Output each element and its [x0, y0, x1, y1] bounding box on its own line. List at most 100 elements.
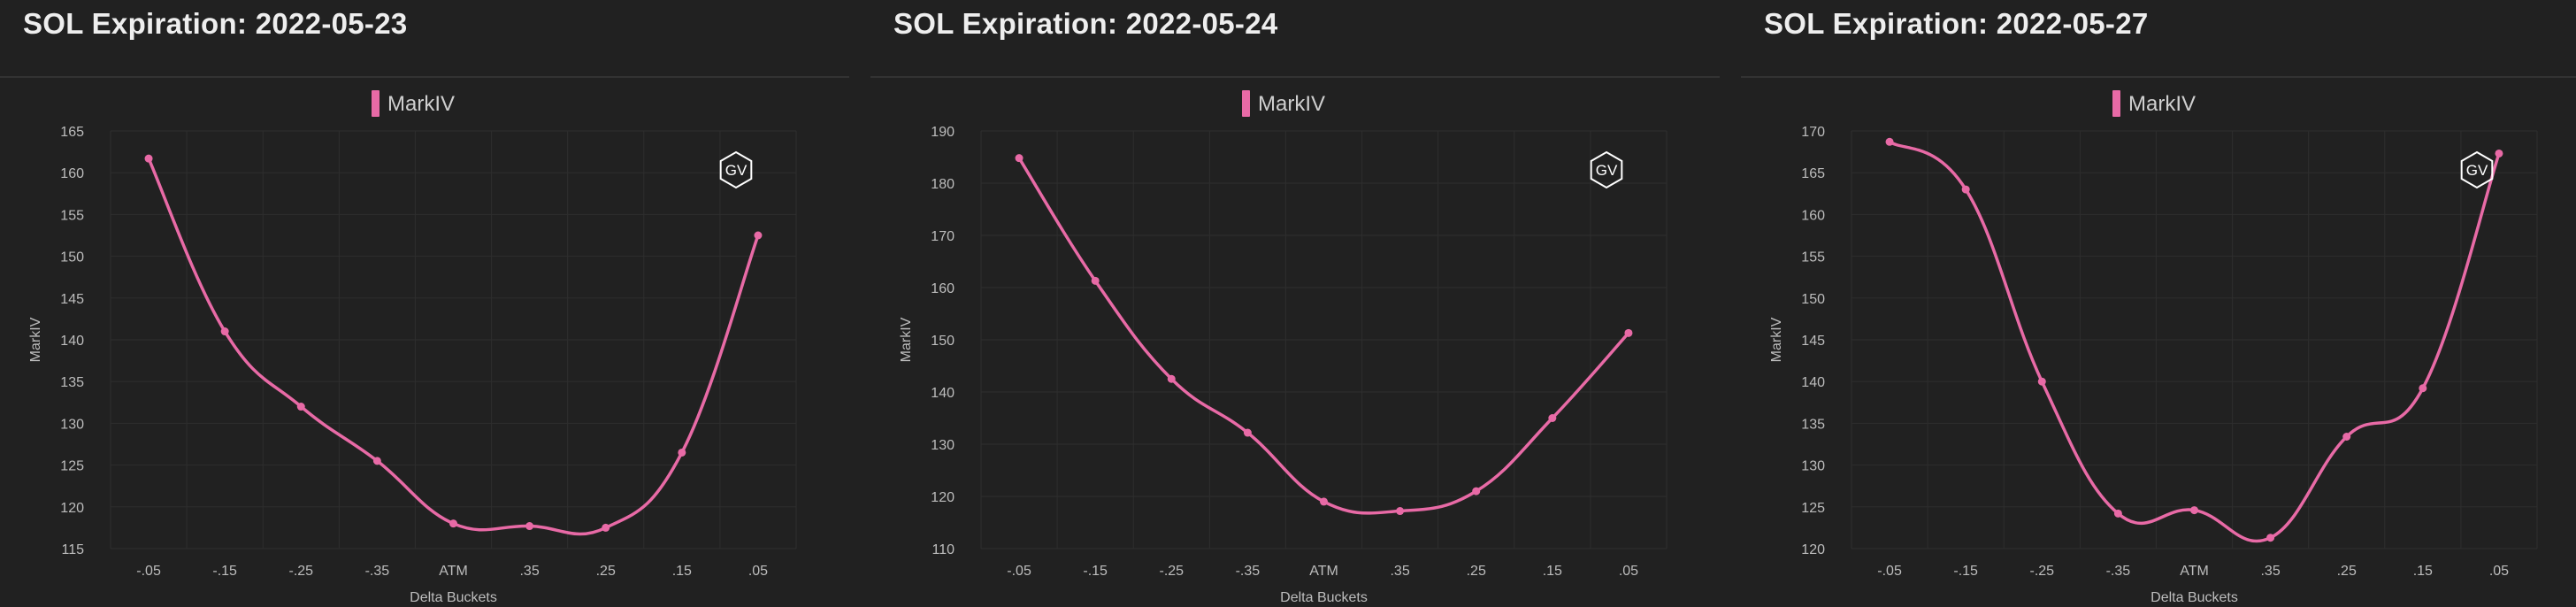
legend-label: MarkIV: [2128, 92, 2196, 116]
x-tick-label: .35: [2260, 564, 2280, 579]
y-tick-label: 140: [60, 334, 84, 349]
chart-panel: SOL Expiration: 2022-05-23 115 120 125 130 1…: [0, 0, 849, 607]
x-tick-label: -.25: [2029, 564, 2054, 579]
title-divider: [0, 76, 849, 78]
data-point: [2266, 534, 2275, 542]
y-axis-title: MarkIV: [899, 317, 914, 362]
gv-hexagon-outline: [719, 150, 753, 189]
data-point: [2342, 433, 2351, 442]
grid: [980, 130, 1668, 549]
x-tick-label: -.15: [1953, 564, 1978, 579]
legend-label: MarkIV: [1258, 92, 1325, 116]
y-tick-label: 165: [60, 125, 84, 140]
y-tick-label: 165: [1801, 166, 1825, 181]
x-tick-label: -.25: [288, 564, 313, 579]
y-tick-label: 120: [60, 501, 84, 516]
x-tick-label: .15: [672, 564, 692, 579]
data-point: [144, 154, 153, 163]
series-line-markiv: [1017, 156, 1630, 515]
data-point: [1885, 137, 1894, 146]
legend-swatch: [2112, 90, 2120, 117]
y-axis-title: MarkIV: [1769, 317, 1784, 362]
x-axis-title: Delta Buckets: [410, 590, 497, 605]
x-axis-title: Delta Buckets: [1280, 590, 1368, 605]
y-tick-label: 130: [1801, 459, 1825, 474]
x-tick-label: .25: [1467, 564, 1486, 579]
chart-panel: SOL Expiration: 2022-05-27 120 125 130 135 1…: [1741, 0, 2576, 607]
data-point: [1472, 487, 1481, 496]
legend-swatch: [372, 90, 380, 117]
data-point: [1091, 276, 1100, 285]
panel-title: SOL Expiration: 2022-05-27: [1764, 7, 2149, 40]
data-point: [2495, 149, 2503, 158]
markiv-chart[interactable]: 120 125 130 135 140 145 150 155 160 165 170 -.05 -.1…: [1741, 80, 2576, 607]
gv-hexagon-icon: GV: [1590, 150, 1623, 189]
panel-title: SOL Expiration: 2022-05-23: [23, 7, 408, 40]
x-tick-label: .25: [596, 564, 616, 579]
y-tick-label: 160: [60, 166, 84, 181]
y-tick-label: 140: [931, 386, 954, 401]
x-tick-label: ATM: [439, 564, 468, 579]
data-point: [525, 522, 534, 531]
y-tick-label: 120: [1801, 542, 1825, 557]
legend-swatch: [1242, 90, 1250, 117]
x-tick-label: -.05: [136, 564, 161, 579]
title-divider: [870, 76, 1720, 78]
x-tick-label: -.35: [365, 564, 390, 579]
x-tick-label: .05: [748, 564, 768, 579]
data-point: [1243, 428, 1252, 437]
data-point: [449, 519, 457, 528]
panel-title: SOL Expiration: 2022-05-24: [893, 7, 1278, 40]
data-point: [2113, 509, 2122, 518]
y-tick-label: 155: [1801, 250, 1825, 265]
x-tick-label: .05: [1619, 564, 1638, 579]
x-tick-label: .35: [1390, 564, 1409, 579]
markiv-chart[interactable]: 110 120 130 140 150 160 170 180 190 -.05 -.15 -.25 -…: [870, 80, 1720, 607]
x-tick-label: -.05: [1877, 564, 1902, 579]
x-tick-label: -.35: [1236, 564, 1261, 579]
data-point: [1396, 507, 1405, 516]
y-tick-label: 140: [1801, 375, 1825, 390]
x-tick-label: -.15: [212, 564, 237, 579]
y-tick-label: 135: [60, 375, 84, 390]
y-axis-title: MarkIV: [28, 317, 43, 362]
data-point: [1320, 497, 1328, 506]
data-point: [1548, 414, 1557, 422]
legend: MarkIV: [2112, 90, 2196, 117]
legend: MarkIV: [372, 90, 455, 117]
y-tick-label: 125: [60, 459, 84, 474]
data-point: [2037, 377, 2046, 386]
y-tick-label: 130: [60, 417, 84, 432]
y-tick-label: 110: [932, 542, 954, 557]
y-tick-label: 150: [1801, 292, 1825, 307]
y-tick-label: 150: [60, 250, 84, 265]
data-point: [296, 403, 305, 411]
y-tick-label: 155: [60, 208, 84, 223]
x-tick-label: -.15: [1083, 564, 1108, 579]
grid: [1851, 130, 2538, 549]
x-tick-label: .15: [2413, 564, 2433, 579]
y-tick-label: 145: [60, 292, 84, 307]
y-tick-label: 170: [931, 229, 954, 244]
y-tick-label: 125: [1801, 501, 1825, 516]
series-line-markiv: [1888, 140, 2501, 543]
chart-panel: SOL Expiration: 2022-05-24 110 120 130 140 1…: [870, 0, 1720, 607]
data-point: [1015, 154, 1024, 163]
data-point: [372, 457, 381, 465]
x-tick-label: .05: [2489, 564, 2509, 579]
y-tick-label: 170: [1801, 125, 1825, 140]
y-tick-label: 160: [931, 281, 954, 296]
markiv-chart[interactable]: 115 120 125 130 135 140 145 150 155 160 165 -.05 -.1…: [0, 80, 849, 607]
data-point: [1167, 374, 1176, 383]
gv-badge-label: GV: [1596, 162, 1618, 179]
x-tick-label: -.05: [1007, 564, 1031, 579]
data-point: [220, 327, 229, 336]
gv-badge-label: GV: [2466, 162, 2488, 179]
gv-hexagon-outline: [2460, 150, 2494, 189]
grid: [110, 130, 797, 549]
x-tick-label: ATM: [1309, 564, 1338, 579]
x-tick-label: .15: [1543, 564, 1562, 579]
y-tick-label: 145: [1801, 334, 1825, 349]
data-point: [602, 523, 610, 532]
y-tick-label: 135: [1801, 417, 1825, 432]
